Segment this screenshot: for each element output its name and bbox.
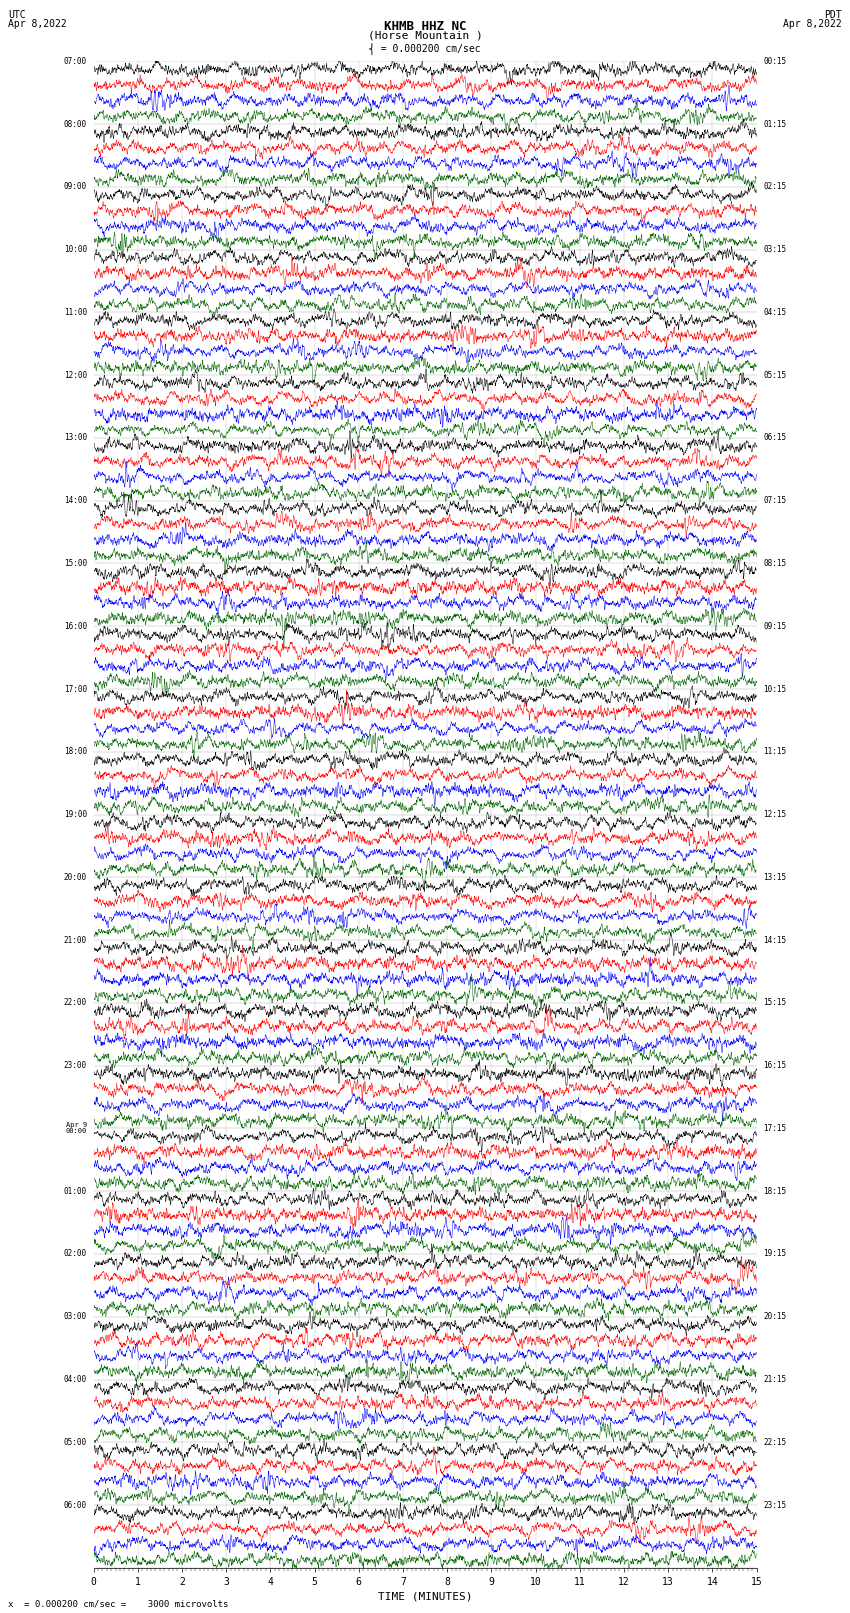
Text: 13:15: 13:15 (763, 873, 786, 882)
Text: 06:00: 06:00 (64, 1500, 87, 1510)
Text: 21:15: 21:15 (763, 1374, 786, 1384)
Text: 18:00: 18:00 (64, 747, 87, 756)
Text: 20:15: 20:15 (763, 1313, 786, 1321)
Text: 07:00: 07:00 (64, 56, 87, 66)
Text: 03:15: 03:15 (763, 245, 786, 255)
Text: 23:15: 23:15 (763, 1500, 786, 1510)
Text: KHMB HHZ NC: KHMB HHZ NC (383, 19, 467, 34)
Text: 03:00: 03:00 (64, 1313, 87, 1321)
Text: 19:15: 19:15 (763, 1250, 786, 1258)
Text: x  = 0.000200 cm/sec =    3000 microvolts: x = 0.000200 cm/sec = 3000 microvolts (8, 1598, 229, 1608)
Text: 04:15: 04:15 (763, 308, 786, 316)
Text: 22:15: 22:15 (763, 1437, 786, 1447)
Text: Apr 8,2022: Apr 8,2022 (783, 19, 842, 29)
Text: 11:15: 11:15 (763, 747, 786, 756)
Text: 23:00: 23:00 (64, 1061, 87, 1069)
Text: 11:00: 11:00 (64, 308, 87, 316)
Text: 05:00: 05:00 (64, 1437, 87, 1447)
Text: 00:00: 00:00 (65, 1129, 87, 1134)
Text: 01:00: 01:00 (64, 1187, 87, 1195)
Text: 09:15: 09:15 (763, 621, 786, 631)
Text: UTC: UTC (8, 10, 26, 19)
Text: 17:15: 17:15 (763, 1124, 786, 1132)
Text: ⎨ = 0.000200 cm/sec: ⎨ = 0.000200 cm/sec (369, 42, 481, 53)
Text: 02:15: 02:15 (763, 182, 786, 192)
Text: 00:15: 00:15 (763, 56, 786, 66)
Text: 12:15: 12:15 (763, 810, 786, 819)
Text: 14:15: 14:15 (763, 936, 786, 945)
Text: 10:00: 10:00 (64, 245, 87, 255)
Text: 04:00: 04:00 (64, 1374, 87, 1384)
Text: 16:00: 16:00 (64, 621, 87, 631)
Text: 13:00: 13:00 (64, 434, 87, 442)
Text: 15:00: 15:00 (64, 560, 87, 568)
Text: 08:15: 08:15 (763, 560, 786, 568)
Text: 17:00: 17:00 (64, 684, 87, 694)
Text: 01:15: 01:15 (763, 119, 786, 129)
Text: 05:15: 05:15 (763, 371, 786, 379)
Text: Apr 9: Apr 9 (65, 1123, 87, 1129)
Text: 14:00: 14:00 (64, 497, 87, 505)
Text: 08:00: 08:00 (64, 119, 87, 129)
Text: 22:00: 22:00 (64, 998, 87, 1008)
X-axis label: TIME (MINUTES): TIME (MINUTES) (377, 1590, 473, 1602)
Text: 06:15: 06:15 (763, 434, 786, 442)
Text: 16:15: 16:15 (763, 1061, 786, 1069)
Text: (Horse Mountain ): (Horse Mountain ) (367, 31, 483, 40)
Text: 07:15: 07:15 (763, 497, 786, 505)
Text: 02:00: 02:00 (64, 1250, 87, 1258)
Text: 18:15: 18:15 (763, 1187, 786, 1195)
Text: PDT: PDT (824, 10, 842, 19)
Text: Apr 8,2022: Apr 8,2022 (8, 19, 67, 29)
Text: 21:00: 21:00 (64, 936, 87, 945)
Text: 19:00: 19:00 (64, 810, 87, 819)
Text: 20:00: 20:00 (64, 873, 87, 882)
Text: 15:15: 15:15 (763, 998, 786, 1008)
Text: 10:15: 10:15 (763, 684, 786, 694)
Text: 09:00: 09:00 (64, 182, 87, 192)
Text: 12:00: 12:00 (64, 371, 87, 379)
